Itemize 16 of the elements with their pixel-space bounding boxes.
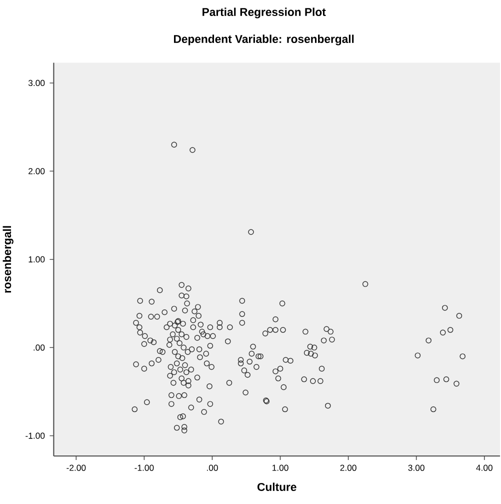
x-tick-label: 4.00 bbox=[476, 464, 492, 471]
chart-subtitle: Dependent Variable: rosenbergall bbox=[174, 34, 354, 46]
x-tick-label: .00 bbox=[207, 464, 218, 471]
y-tick-label: .00 bbox=[34, 344, 45, 351]
x-tick-label: 3.00 bbox=[408, 464, 424, 471]
x-tick-label: -2.00 bbox=[66, 464, 86, 471]
chart-title: Partial Regression Plot bbox=[202, 8, 326, 18]
x-tick-label: 2.00 bbox=[340, 464, 356, 471]
y-axis-title: rosenbergall bbox=[2, 226, 14, 293]
x-tick-label: -1.00 bbox=[134, 464, 154, 471]
y-tick-label: 1.00 bbox=[28, 256, 45, 262]
x-axis-title: Culture bbox=[257, 482, 296, 491]
y-tick-label: 2.00 bbox=[28, 168, 45, 174]
y-tick-label: 3.00 bbox=[28, 80, 45, 86]
x-tick-label: 1.00 bbox=[272, 464, 288, 471]
y-tick-label: -1.00 bbox=[26, 432, 45, 439]
